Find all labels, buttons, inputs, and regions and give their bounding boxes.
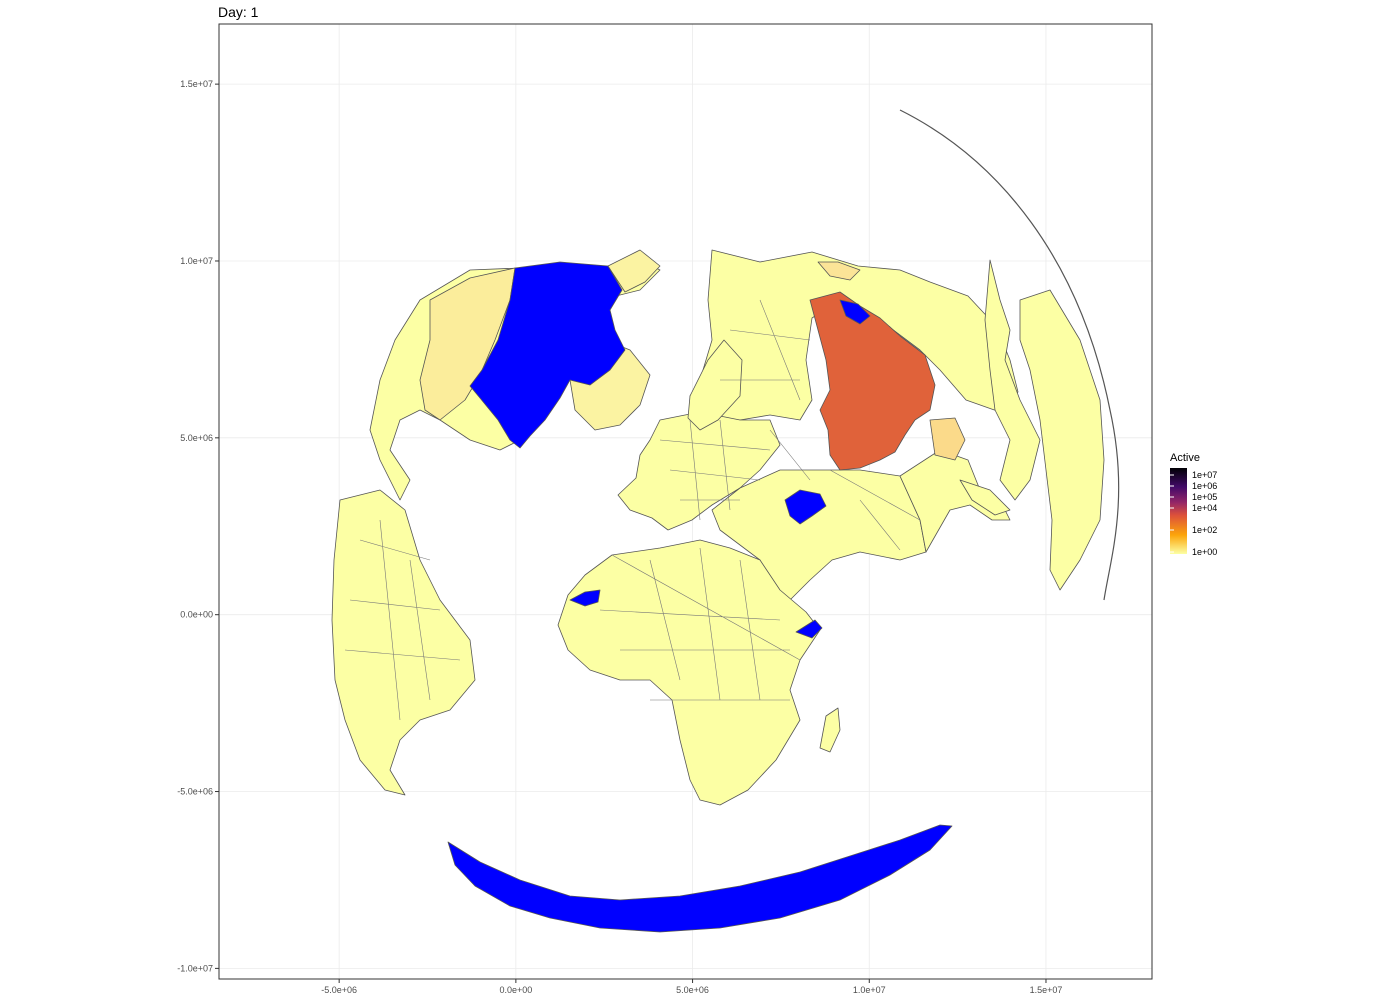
region-europe [617, 411, 781, 531]
panel-border [218, 23, 1153, 980]
region-central-asia [711, 469, 927, 601]
region-korea [929, 417, 966, 461]
legend-label: 1e+07 [1192, 470, 1217, 480]
y-tick-label: -5.0e+06 [177, 787, 213, 797]
legend-label: 1e+00 [1192, 547, 1217, 557]
x-tick-label: 5.0e+06 [676, 985, 709, 995]
x-tick-label: 1.5e+07 [1030, 985, 1063, 995]
region-south-asia [899, 449, 1011, 553]
region-western-sahara [569, 589, 601, 607]
legend-label: 1e+02 [1192, 525, 1217, 535]
region-oceania-edge [1019, 289, 1105, 591]
legend-label: 1e+04 [1192, 503, 1217, 513]
y-tick-label: 5.0e+06 [180, 433, 213, 443]
chart-title: Day: 1 [218, 4, 259, 20]
region-south-america [331, 489, 476, 796]
x-tick-label: -5.0e+06 [321, 985, 357, 995]
region-africa [557, 539, 821, 806]
globe-rim [899, 109, 1120, 601]
region-greenland-north [607, 249, 661, 293]
x-tick-label: 1.0e+07 [853, 985, 886, 995]
region-kazakhstan [784, 489, 827, 525]
region-mongolia [839, 299, 871, 325]
region-canada [469, 261, 626, 449]
y-tick-label: -1.0e+07 [177, 963, 213, 973]
region-antarctica [447, 824, 953, 933]
x-axis: -5.0e+06 0.0e+00 5.0e+06 1.0e+07 1.5e+07 [321, 979, 1062, 995]
y-tick-label: 1.0e+07 [180, 256, 213, 266]
country-borders [344, 299, 921, 721]
region-far-east-islands [984, 259, 1041, 501]
region-madagascar [819, 707, 841, 753]
y-tick-label: 1.5e+07 [180, 79, 213, 89]
region-scandinavia [687, 339, 743, 431]
region-china [809, 291, 936, 471]
y-axis: 1.5e+07 1.0e+07 5.0e+06 0.0e+00 -5.0e+06 -1.0… [177, 79, 219, 973]
legend-label: 1e+06 [1192, 481, 1217, 491]
y-tick-label: 0.0e+00 [180, 610, 213, 620]
region-south-east-asia [959, 479, 1011, 516]
legend-label: 1e+05 [1192, 492, 1217, 502]
region-japan [817, 261, 861, 281]
highlight-layer [419, 249, 966, 933]
legend-title: Active [1170, 452, 1200, 464]
x-tick-label: 0.0e+00 [499, 985, 532, 995]
legend-colorbar [1170, 468, 1187, 554]
region-somalia [795, 619, 823, 639]
